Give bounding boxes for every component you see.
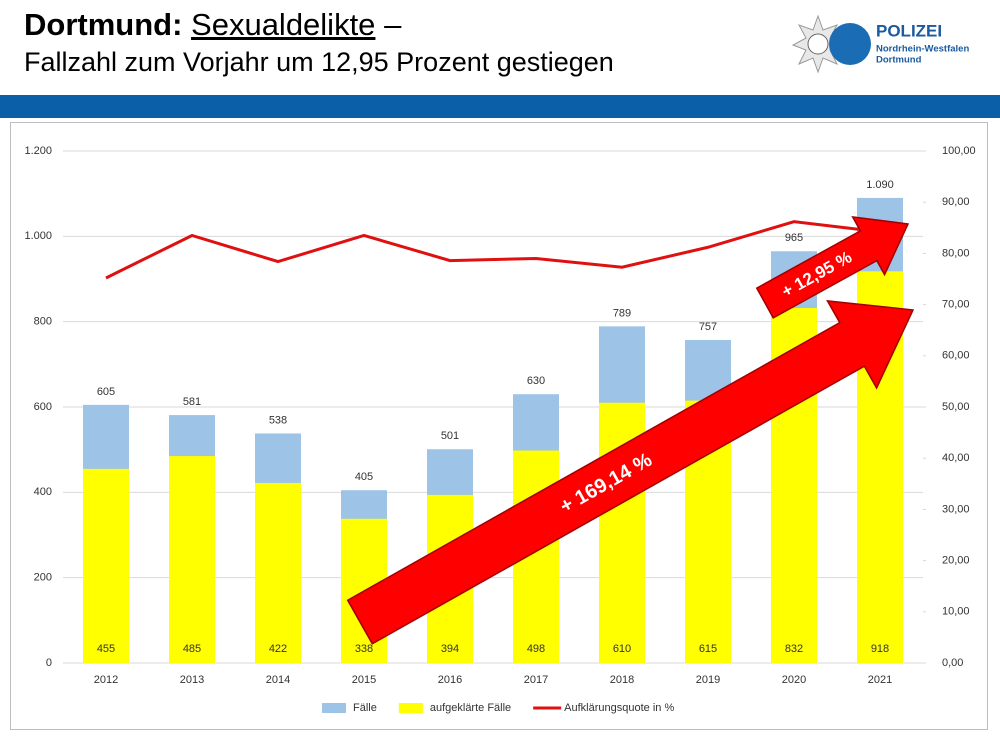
x-tick-label: 2018 [610,674,634,686]
logo-region: Nordrhein-Westfalen [876,44,969,55]
y2-tick-label: 0,00 [942,657,963,669]
y2-tick-label: 40,00 [942,452,970,464]
y2-tick-label: 80,00 [942,247,970,259]
data-label: 615 [699,643,717,655]
data-label: 918 [871,643,889,655]
legend-label: aufgeklärte Fälle [430,702,511,714]
title: Dortmund: Sexualdelikte – [24,6,614,44]
data-label: 832 [785,643,803,655]
legend-label: Fälle [353,702,377,714]
data-label: 965 [785,232,803,244]
y-tick-label: 0 [46,657,52,669]
legend-label: Aufklärungsquote in % [564,702,674,714]
data-label: 338 [355,643,373,655]
bar [169,456,215,663]
line [105,220,881,280]
arrow-shape [755,215,910,319]
logo-name: POLIZEI [876,21,942,40]
data-label: 1.090 [866,179,894,191]
x-tick-label: 2015 [352,674,376,686]
header-band [0,95,1000,118]
y-tick-label: 800 [34,316,52,328]
logo-emblem [807,33,829,55]
x-tick-label: 2019 [696,674,720,686]
y2-tick-label: 50,00 [942,401,970,413]
data-label: 610 [613,643,631,655]
data-label: 757 [699,321,717,333]
title-place: Dortmund: [24,7,183,42]
y-tick-label: 600 [34,401,52,413]
legend-swatch [322,703,346,713]
data-label: 630 [527,375,545,387]
header: Dortmund: Sexualdelikte – Fallzahl zum V… [24,6,614,80]
logo-circle [829,23,871,65]
arrow-shape [346,299,915,645]
data-label: 422 [269,643,287,655]
data-label: 485 [183,643,201,655]
y2-tick-label: 10,00 [942,606,970,618]
y-tick-label: 1.000 [24,230,52,242]
y-tick-label: 200 [34,572,52,584]
x-tick-label: 2021 [868,674,892,686]
y-tick-label: 1.200 [24,145,52,157]
title-topic: Sexualdelikte [191,7,376,42]
data-label: 394 [441,643,459,655]
y2-tick-label: 90,00 [942,196,970,208]
logo: POLIZEI Nordrhein-Westfalen Dortmund [791,14,969,74]
data-label: 605 [97,386,115,398]
logo-city: Dortmund [876,55,922,66]
y2-tick-label: 100,00 [942,145,976,157]
chart-frame [10,122,988,730]
x-tick-label: 2012 [94,674,118,686]
y-tick-label: 400 [34,486,52,498]
y2-tick-label: 30,00 [942,503,970,515]
data-label: 455 [97,643,115,655]
x-tick-label: 2017 [524,674,548,686]
y2-tick-label: 20,00 [942,555,970,567]
data-label: 501 [441,430,459,442]
data-label: 498 [527,643,545,655]
data-label: 538 [269,414,287,426]
x-tick-label: 2013 [180,674,204,686]
y2-tick-label: 70,00 [942,299,970,311]
legend-swatch [398,703,423,713]
subtitle: Fallzahl zum Vorjahr um 12,95 Prozent ge… [24,47,614,77]
x-tick-label: 2020 [782,674,806,686]
data-label: 581 [183,396,201,408]
x-tick-label: 2016 [438,674,462,686]
y2-tick-label: 60,00 [942,350,970,362]
data-label: 405 [355,471,373,483]
x-tick-label: 2014 [266,674,290,686]
title-dash: – [384,7,402,42]
bar [255,482,301,663]
data-label: 789 [613,307,631,319]
bar [83,468,129,663]
